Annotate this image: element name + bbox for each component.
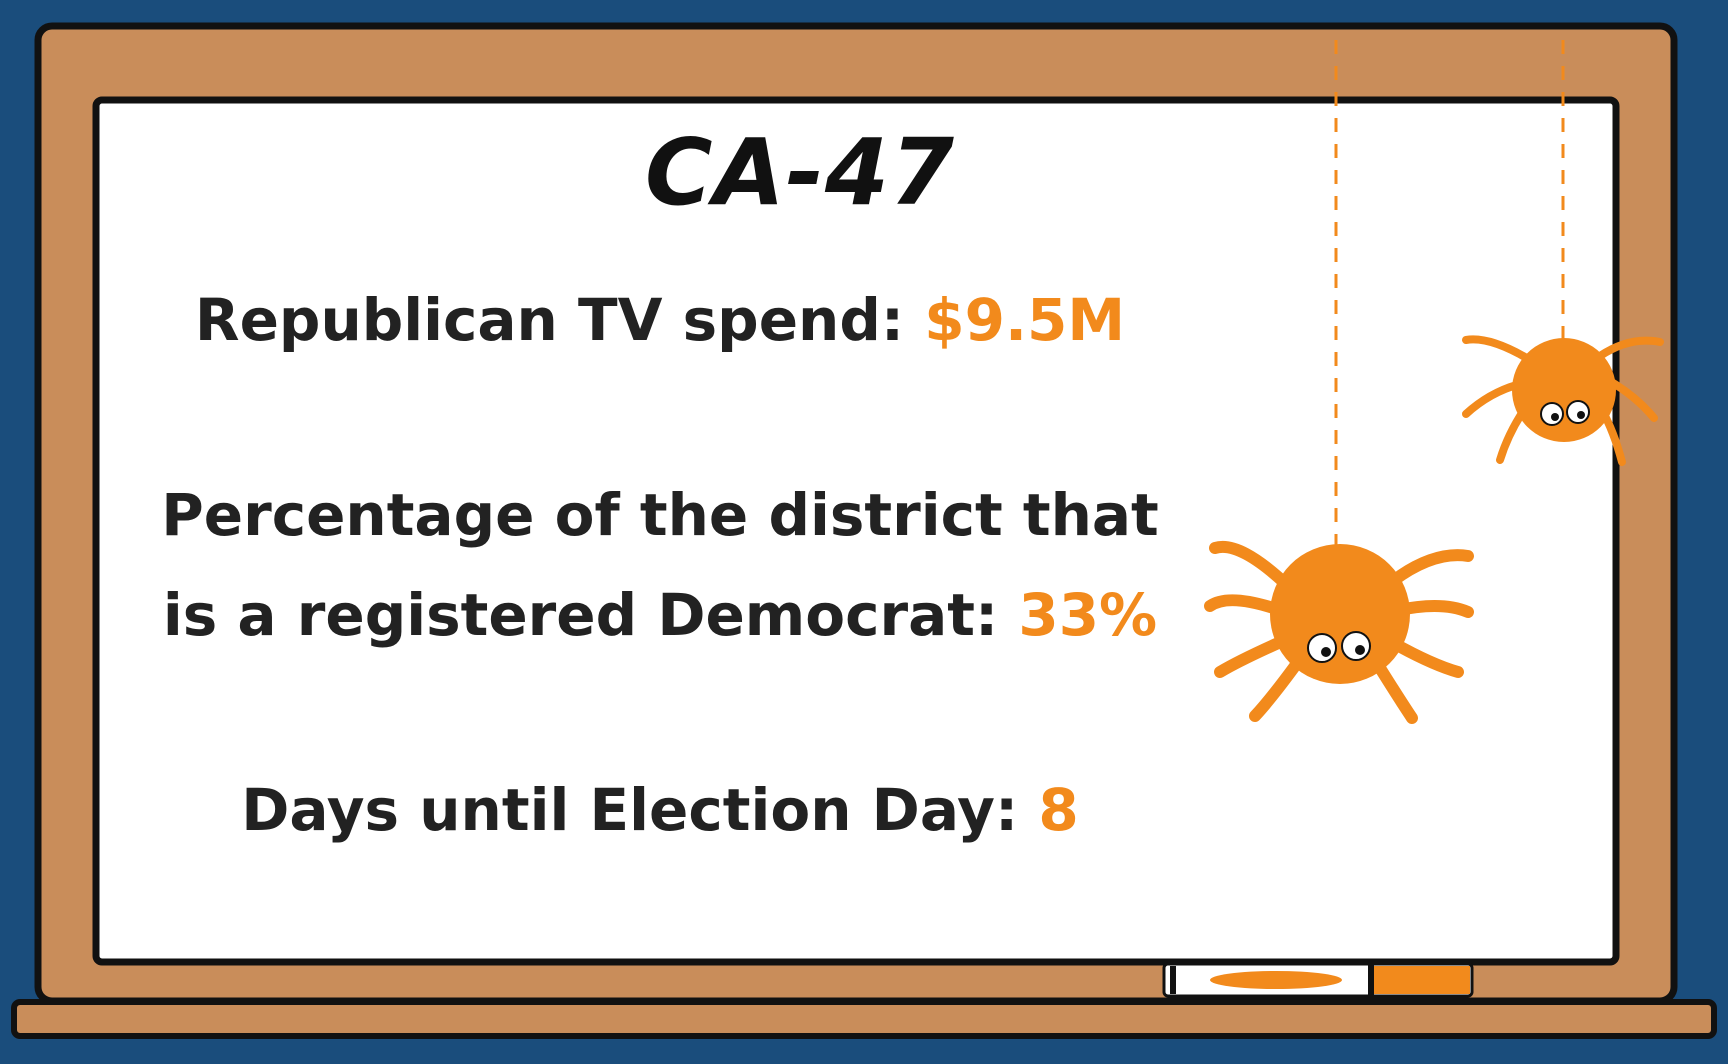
stat-label: Days until Election Day: [241,776,1019,844]
stat-label-line1: Percentage of the district that [161,481,1159,549]
spider-body [1270,544,1410,684]
stat-democrat-percentage: Percentage of the district that is a reg… [90,465,1230,665]
marker-icon [1162,962,1474,998]
marker-tray [11,999,1717,1039]
stat-days-until-election: Days until Election Day: 8 [110,760,1210,860]
stat-value: 33% [1018,581,1158,649]
stat-label-line2: is a registered Democrat: [162,581,999,649]
stat-tv-spend: Republican TV spend: $9.5M [110,270,1210,370]
page-title: CA-47 [645,119,955,226]
board-surface [92,96,1620,966]
stat-value: 8 [1038,776,1079,844]
stat-value: $9.5M [924,286,1126,354]
stat-label: Republican TV spend: [194,286,905,354]
spider-body [1512,338,1616,442]
